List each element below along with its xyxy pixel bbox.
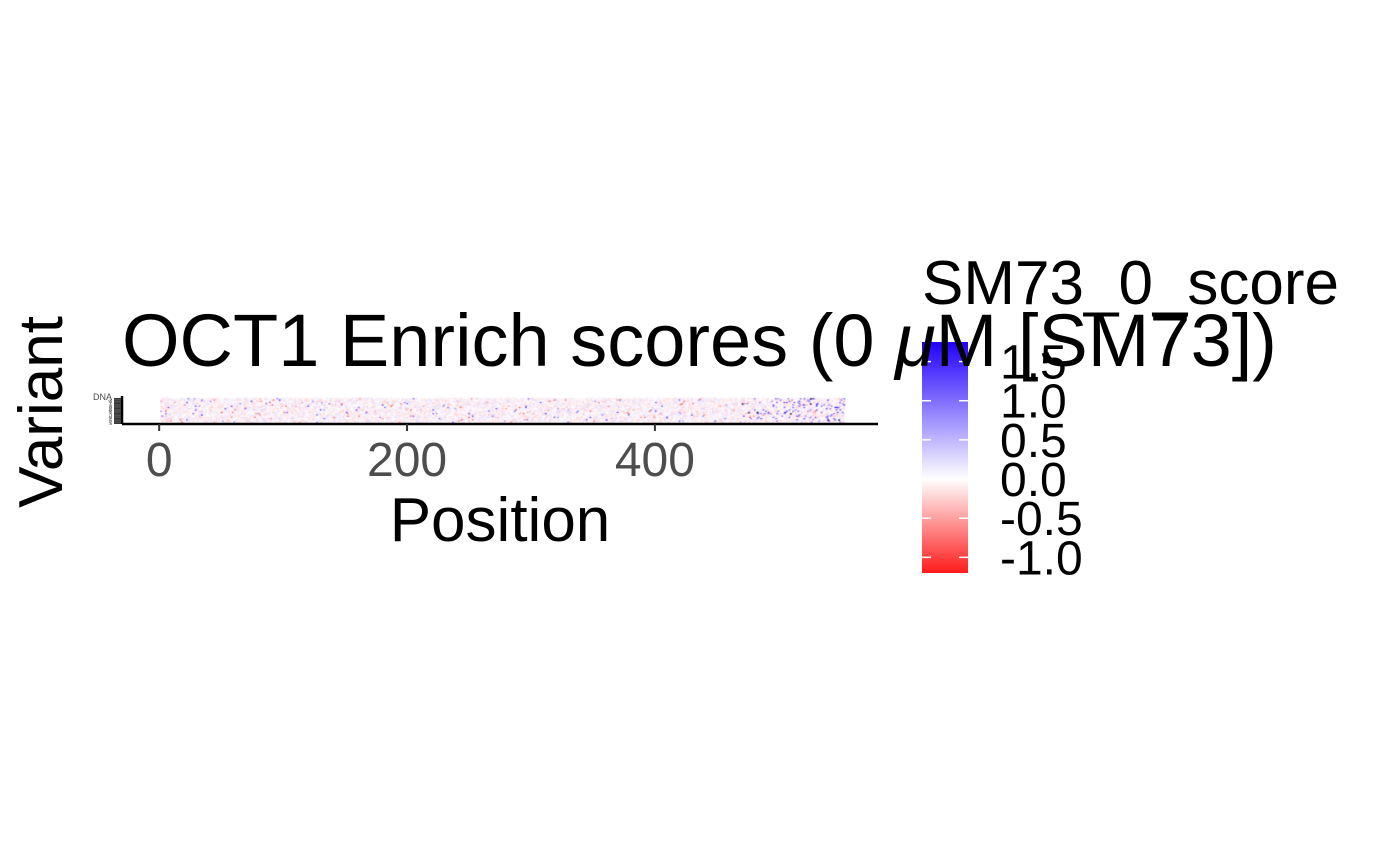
- y-tick-label: H: [109, 413, 112, 418]
- legend-tick-label: 0.5: [1000, 415, 1067, 468]
- y-tick-label: K: [109, 411, 112, 416]
- y-tick-label: S: [109, 402, 112, 407]
- heatmap-image: [160, 397, 847, 423]
- y-tick-label: T: [110, 401, 113, 406]
- legend-tick-label: -1.0: [1000, 532, 1083, 585]
- legend-tick-label: 1.0: [1000, 376, 1067, 429]
- x-tick-label: 0: [146, 434, 173, 487]
- chart-title-mu: μ: [893, 299, 936, 382]
- x-axis-ticks: 0 200 400: [146, 424, 695, 487]
- legend-tick-label: 1.5: [1000, 337, 1067, 390]
- y-tick-label: W: [108, 399, 112, 404]
- y-tick-label: G: [109, 415, 112, 420]
- y-tick-label: V: [109, 400, 112, 405]
- legend-colorbar: [922, 342, 968, 573]
- legend-ticks: 1.51.00.50.0-0.5-1.0: [922, 337, 1083, 585]
- color-legend: SM73_0_score 1.51.00.50.0-0.5-1.0: [922, 249, 1339, 585]
- y-axis-label: Variant: [7, 316, 76, 508]
- y-tick-label: Y: [109, 397, 112, 402]
- legend-title: SM73_0_score: [922, 249, 1339, 318]
- y-tick-label: R: [109, 404, 112, 409]
- chart-title: OCT1 Enrich scores (0 μM [SM73]): [122, 299, 1277, 382]
- y-tick-label: P: [109, 406, 112, 411]
- x-tick-label: 400: [615, 434, 695, 487]
- x-tick-label: 200: [367, 434, 447, 487]
- y-tick-label: N: [109, 407, 112, 412]
- chart-title-prefix: OCT1 Enrich scores (0: [122, 299, 895, 382]
- y-tick-label: Q: [109, 405, 112, 410]
- y-tick-label: I: [111, 412, 112, 417]
- y-tick-label: C: [109, 420, 112, 425]
- legend-tick-label: -0.5: [1000, 493, 1083, 546]
- y-tick-label: D: [109, 418, 112, 423]
- y-tick-label: L: [110, 410, 113, 415]
- y-tick-label: A: [109, 421, 112, 426]
- y-tick-label: M: [109, 409, 112, 414]
- legend-tick-label: 0.0: [1000, 454, 1067, 507]
- y-tick-label: DNA: [93, 392, 112, 402]
- y-tick-label: F: [110, 416, 113, 421]
- x-axis-label: Position: [390, 486, 611, 555]
- chart-title-suffix: M [SM73]): [936, 299, 1277, 382]
- heatmap-tiles: [160, 397, 847, 423]
- y-tick-label: E: [109, 417, 112, 422]
